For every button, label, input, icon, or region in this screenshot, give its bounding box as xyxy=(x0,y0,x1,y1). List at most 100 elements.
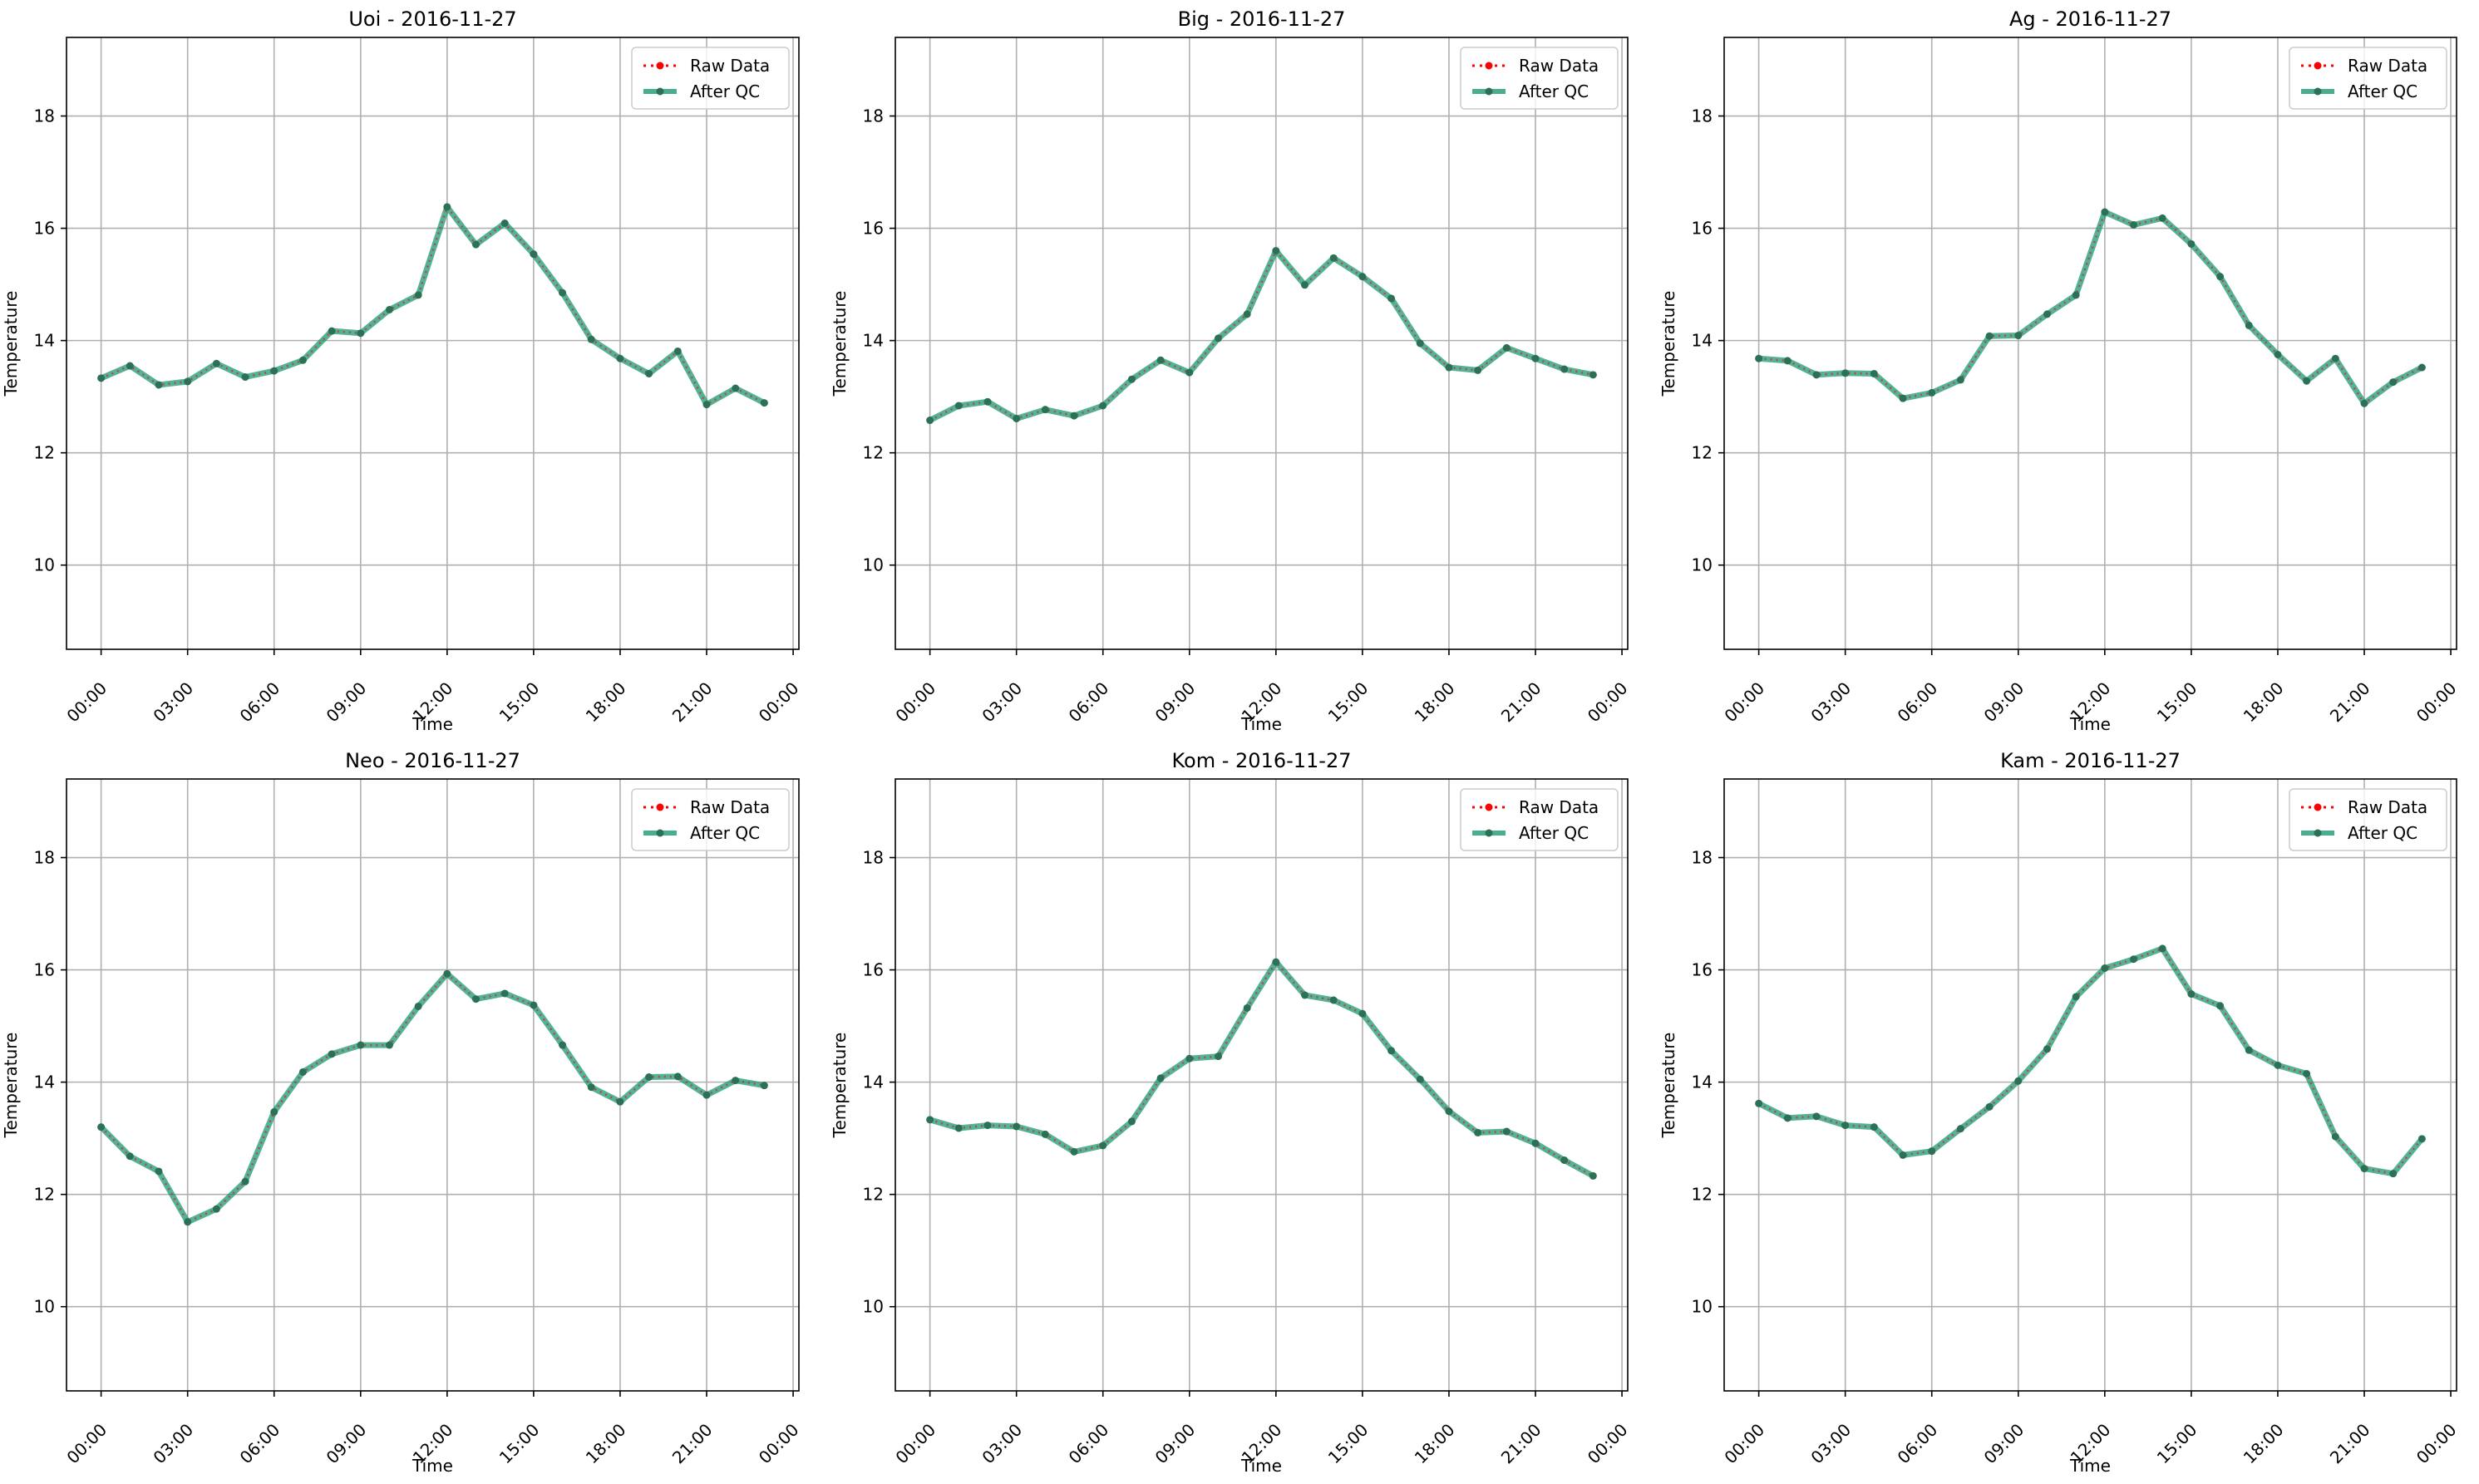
x-tick-label: 00:00 xyxy=(1720,678,1768,727)
data-point-after-qc xyxy=(1589,1171,1597,1180)
data-point-after-qc xyxy=(212,359,220,367)
data-point-after-qc xyxy=(2389,378,2398,387)
data-point-after-qc xyxy=(559,1041,567,1049)
data-point-after-qc xyxy=(472,240,481,249)
data-point-after-qc xyxy=(1589,371,1597,379)
data-point-after-qc xyxy=(1474,1128,1482,1136)
series-line-after-qc xyxy=(929,248,1594,423)
data-point-after-qc xyxy=(1755,354,1763,362)
x-tick-label: 18:00 xyxy=(582,678,630,727)
data-point-after-qc xyxy=(1560,1156,1569,1164)
y-tick-label: 16 xyxy=(34,960,55,980)
y-tick-label: 14 xyxy=(863,331,884,351)
data-point-after-qc xyxy=(1416,339,1424,348)
data-point-after-qc xyxy=(2130,955,2138,964)
data-point-after-qc xyxy=(1387,294,1396,303)
data-point-after-qc xyxy=(1329,254,1338,262)
data-point-after-qc xyxy=(702,401,711,409)
data-point-after-qc xyxy=(1560,365,1569,373)
legend-after-qc-marker xyxy=(656,87,664,96)
legend-after-qc-marker xyxy=(2314,829,2322,837)
y-tick-label: 18 xyxy=(34,848,55,868)
axes-frame xyxy=(66,778,800,1392)
data-point-after-qc xyxy=(1985,332,1994,340)
data-point-after-qc xyxy=(1301,281,1309,289)
data-point-after-qc xyxy=(645,369,653,377)
data-point-after-qc xyxy=(1474,366,1482,374)
data-point-after-qc xyxy=(1214,334,1222,343)
data-point-after-qc xyxy=(414,291,422,299)
data-point-after-qc xyxy=(126,362,134,370)
y-tick-label: 14 xyxy=(34,1072,55,1092)
legend-after-qc-marker xyxy=(1485,87,1493,96)
data-point-after-qc xyxy=(2303,1069,2311,1077)
legend-raw-data-marker xyxy=(656,62,664,70)
x-axis-label: Time xyxy=(1240,714,1282,734)
x-tick-label: 09:00 xyxy=(1151,1420,1200,1468)
data-point-after-qc xyxy=(443,203,451,211)
x-tick-label: 03:00 xyxy=(149,678,197,727)
x-tick-label: 00:00 xyxy=(891,1420,939,1468)
y-tick-label: 10 xyxy=(1692,1297,1713,1317)
data-point-after-qc xyxy=(1387,1047,1396,1055)
data-point-after-qc xyxy=(1070,1147,1078,1156)
x-tick-label: 21:00 xyxy=(1497,678,1545,727)
x-tick-label: 09:00 xyxy=(323,1420,371,1468)
legend-label-raw-data: Raw Data xyxy=(2348,56,2427,76)
data-point-after-qc xyxy=(2245,1046,2253,1054)
data-point-after-qc xyxy=(1156,1074,1165,1082)
data-point-after-qc xyxy=(2417,1135,2426,1143)
axes-frame xyxy=(1723,778,2457,1392)
x-tick-label: 21:00 xyxy=(2326,1420,2374,1468)
data-point-after-qc xyxy=(954,402,963,410)
data-point-after-qc xyxy=(1928,388,1936,397)
y-tick-label: 10 xyxy=(863,1297,884,1317)
data-point-after-qc xyxy=(1013,1122,1021,1131)
x-tick-label: 21:00 xyxy=(668,678,717,727)
data-point-after-qc xyxy=(1899,1151,1907,1159)
x-tick-label: 03:00 xyxy=(978,678,1026,727)
data-point-after-qc xyxy=(298,1067,307,1076)
data-point-after-qc xyxy=(385,1041,393,1049)
data-point-after-qc xyxy=(673,347,682,355)
legend-raw-data-marker xyxy=(2314,62,2322,70)
x-tick-label: 18:00 xyxy=(1411,678,1459,727)
data-point-after-qc xyxy=(1870,369,1878,377)
legend-after-qc-marker xyxy=(656,829,664,837)
series-line-after-qc xyxy=(99,970,766,1225)
x-tick-label: 15:00 xyxy=(1324,1420,1373,1468)
chart-title: Kom - 2016-11-27 xyxy=(1172,749,1352,772)
data-point-after-qc xyxy=(1243,1003,1251,1012)
series-line-raw-data xyxy=(101,205,765,407)
series-line-after-qc xyxy=(100,204,766,408)
data-point-after-qc xyxy=(1956,376,1964,384)
x-tick-label: 15:00 xyxy=(495,678,544,727)
y-tick-label: 14 xyxy=(34,331,55,351)
x-tick-label: 06:00 xyxy=(236,1420,284,1468)
data-point-after-qc xyxy=(2014,332,2023,340)
data-point-after-qc xyxy=(1041,1130,1049,1138)
legend-raw-data-marker xyxy=(1485,62,1493,70)
data-point-after-qc xyxy=(2043,1045,2051,1053)
x-tick-label: 00:00 xyxy=(62,1420,111,1468)
data-point-after-qc xyxy=(1531,354,1540,362)
y-tick-label: 12 xyxy=(34,443,55,463)
x-tick-label: 18:00 xyxy=(2240,1420,2288,1468)
x-tick-label: 00:00 xyxy=(2412,1420,2461,1468)
data-point-after-qc xyxy=(2245,321,2253,329)
x-axis-label: Time xyxy=(412,1456,453,1476)
y-tick-label: 16 xyxy=(1692,960,1713,980)
data-point-after-qc xyxy=(1841,1122,1850,1130)
legend-label-after-qc: After QC xyxy=(690,823,760,843)
series-line-raw-data xyxy=(929,960,1594,1177)
data-point-after-qc xyxy=(1272,247,1280,255)
data-point-after-qc xyxy=(616,354,624,362)
legend-label-raw-data: Raw Data xyxy=(2348,797,2427,817)
x-axis-label: Time xyxy=(2069,714,2111,734)
x-tick-label: 06:00 xyxy=(1894,1420,1942,1468)
data-point-after-qc xyxy=(1013,414,1021,422)
x-tick-label: 00:00 xyxy=(755,1420,803,1468)
